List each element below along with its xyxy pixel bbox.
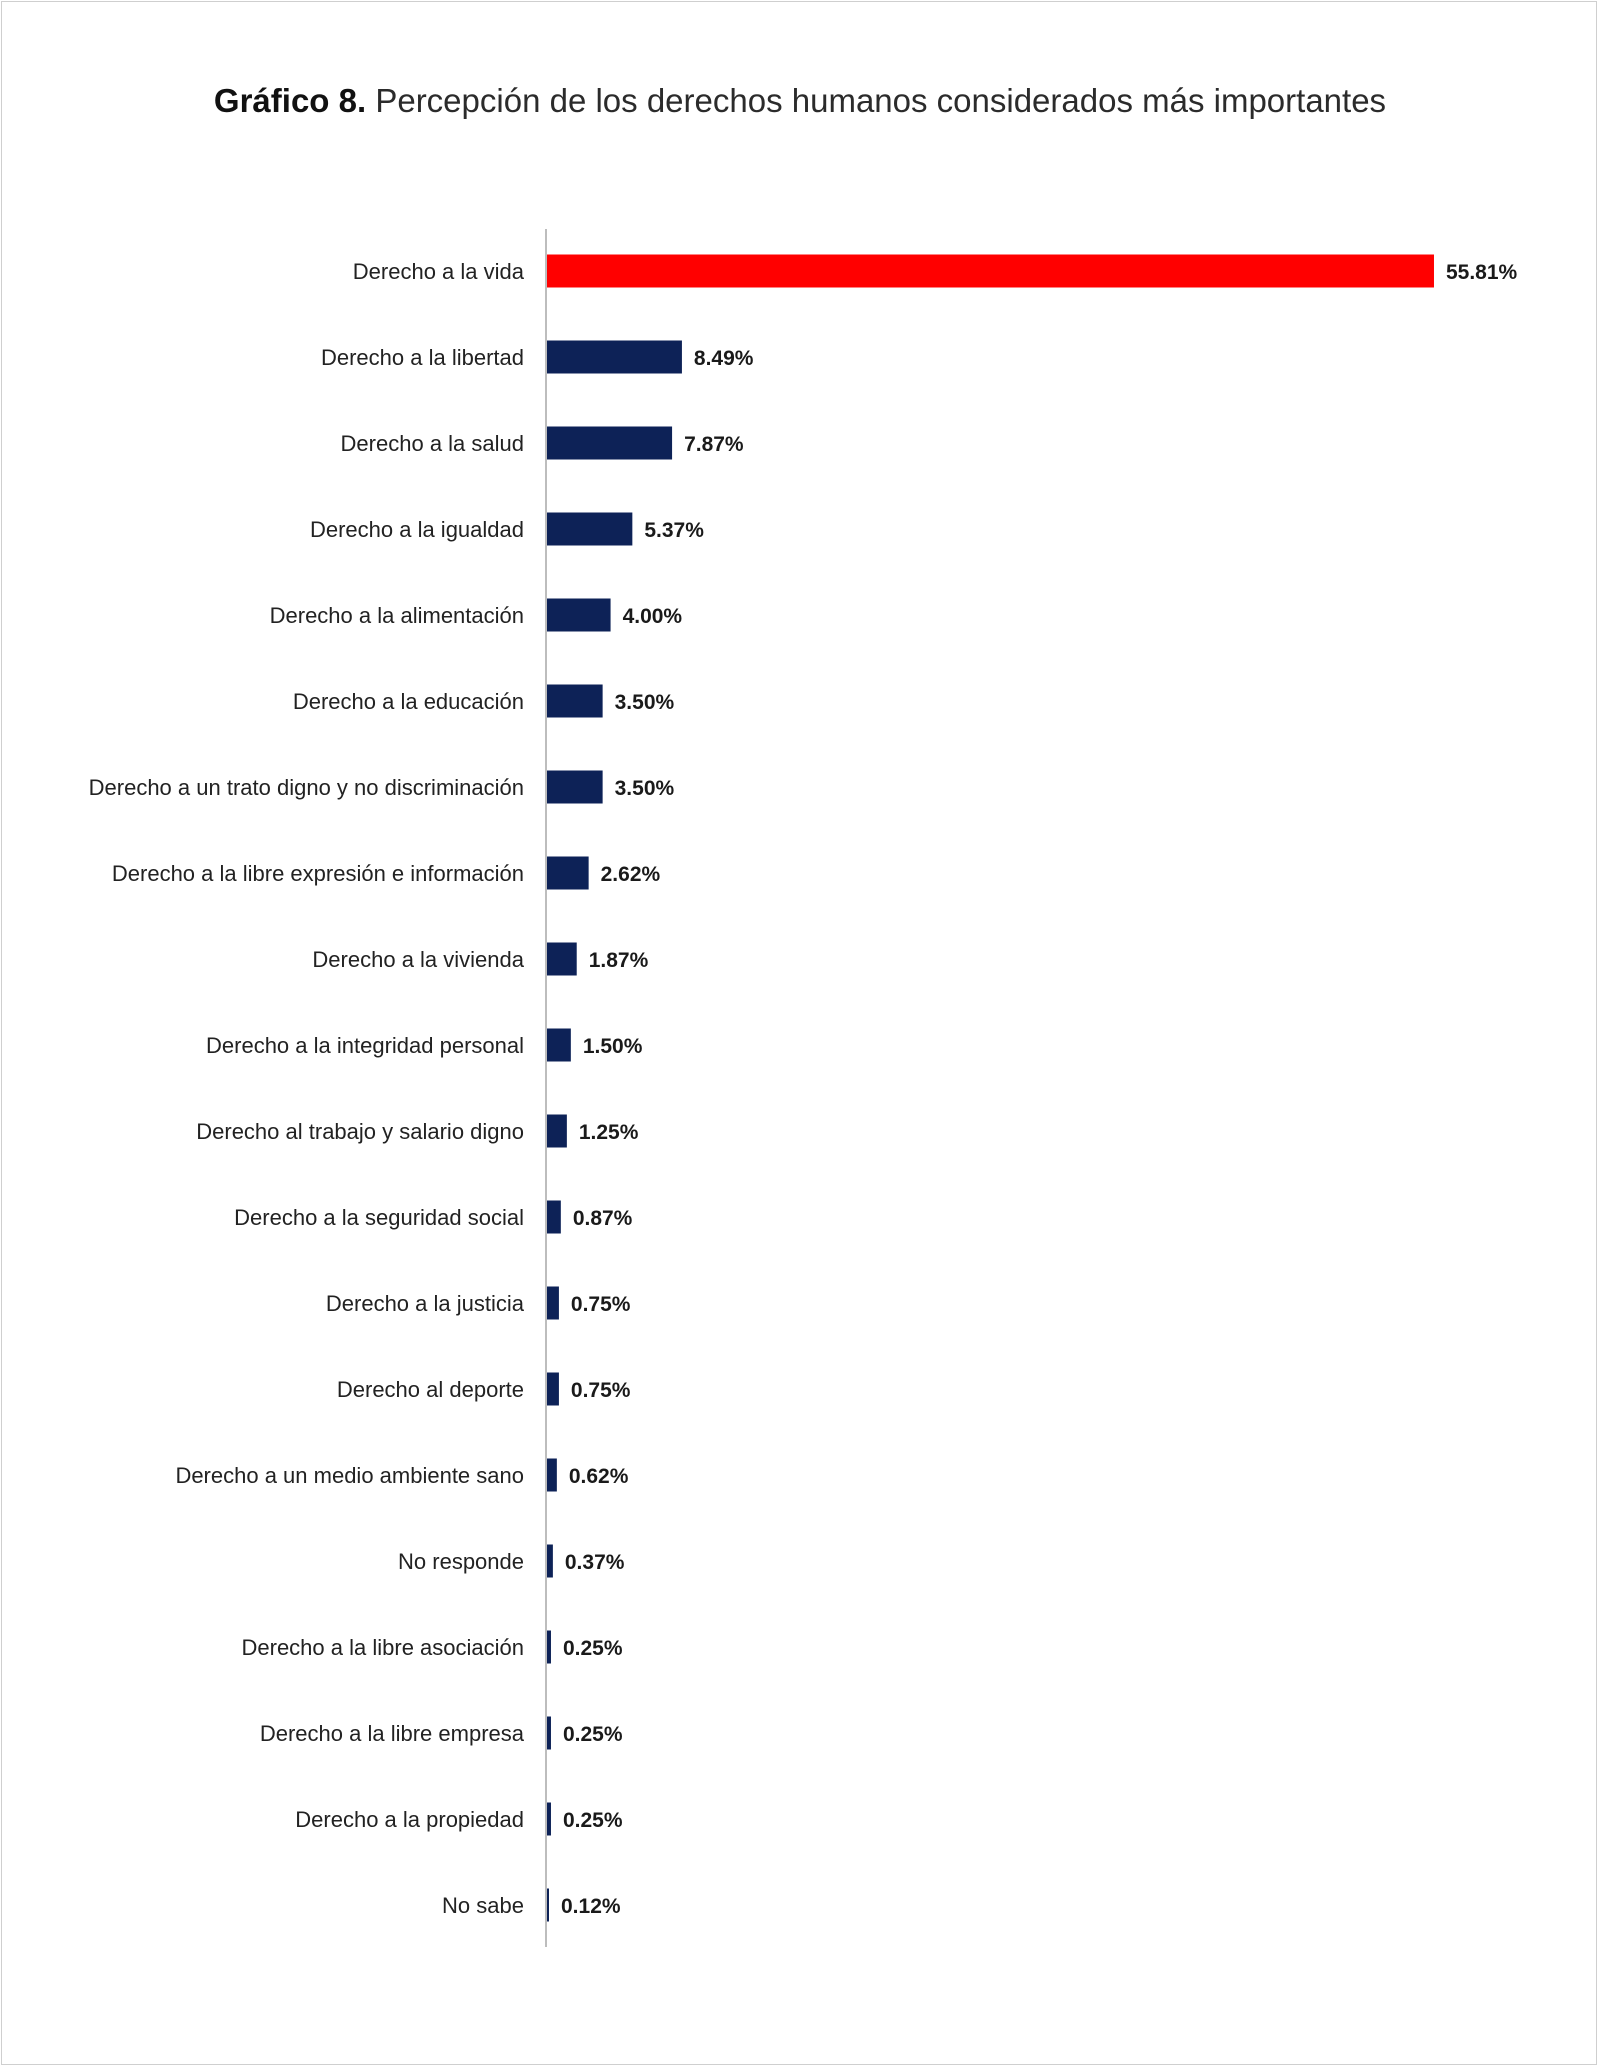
bar (547, 942, 577, 976)
value-label: 1.87% (589, 949, 649, 972)
chart-title: Gráfico 8. Percepción de los derechos hu… (0, 82, 1600, 120)
value-label: 5.37% (644, 519, 704, 542)
value-label: 7.87% (684, 433, 744, 456)
bar (547, 1028, 571, 1062)
category-label: Derecho a la libre empresa (260, 1721, 525, 1746)
bar (547, 770, 603, 804)
category-label: Derecho a la libertad (321, 345, 524, 370)
bar (547, 1630, 551, 1664)
bar (547, 254, 1434, 288)
category-label: Derecho a la educación (293, 689, 524, 714)
bar (547, 1888, 549, 1922)
category-label: Derecho a la seguridad social (234, 1205, 524, 1230)
bar (547, 856, 589, 890)
category-label: Derecho a la propiedad (295, 1807, 524, 1832)
value-label: 0.62% (569, 1465, 629, 1488)
bar (547, 1458, 557, 1492)
value-label: 3.50% (615, 777, 675, 800)
value-label: 0.75% (571, 1379, 631, 1402)
category-label: Derecho a la libre asociación (242, 1635, 525, 1660)
category-label: Derecho a la igualdad (310, 517, 524, 542)
category-label: Derecho a un medio ambiente sano (175, 1463, 524, 1488)
category-label: Derecho a la vida (353, 259, 525, 284)
category-label: Derecho a un trato digno y no discrimina… (89, 775, 524, 800)
bar (547, 684, 603, 718)
bar (547, 1716, 551, 1750)
value-label: 3.50% (615, 691, 675, 714)
chart-title-prefix: Gráfico 8. (213, 82, 367, 119)
category-label: Derecho al deporte (337, 1377, 524, 1402)
value-label: 8.49% (694, 347, 754, 370)
category-label: Derecho a la alimentación (270, 603, 524, 628)
category-label: Derecho a la vivienda (312, 947, 524, 972)
value-label: 0.75% (571, 1293, 631, 1316)
bar (547, 340, 682, 374)
value-label: 55.81% (1446, 261, 1518, 284)
bar (547, 1200, 561, 1234)
bar (547, 512, 633, 546)
value-label: 0.25% (563, 1723, 623, 1746)
value-label: 2.62% (601, 863, 661, 886)
category-label: Derecho al trabajo y salario digno (196, 1119, 524, 1144)
bar (547, 1114, 567, 1148)
value-label: 4.00% (623, 605, 683, 628)
bar (547, 1286, 559, 1320)
value-label: 0.25% (563, 1809, 623, 1832)
category-label: No responde (398, 1549, 524, 1574)
value-label: 1.25% (579, 1121, 639, 1144)
value-label: 0.37% (565, 1551, 625, 1574)
value-label: 0.12% (561, 1895, 621, 1918)
value-label: 0.25% (563, 1637, 623, 1660)
bar (547, 1544, 553, 1578)
chart-title-text: Percepción de los derechos humanos consi… (375, 82, 1387, 119)
category-label: Derecho a la libre expresión e informaci… (112, 861, 524, 886)
category-label: Derecho a la integridad personal (206, 1033, 524, 1058)
bar (547, 426, 673, 460)
category-label: No sabe (442, 1893, 524, 1918)
bar (547, 1372, 559, 1406)
category-label: Derecho a la salud (341, 431, 524, 456)
bar (547, 598, 611, 632)
value-label: 0.87% (573, 1207, 633, 1230)
category-label: Derecho a la justicia (326, 1291, 525, 1316)
value-label: 1.50% (583, 1035, 643, 1058)
bar (547, 1802, 551, 1836)
